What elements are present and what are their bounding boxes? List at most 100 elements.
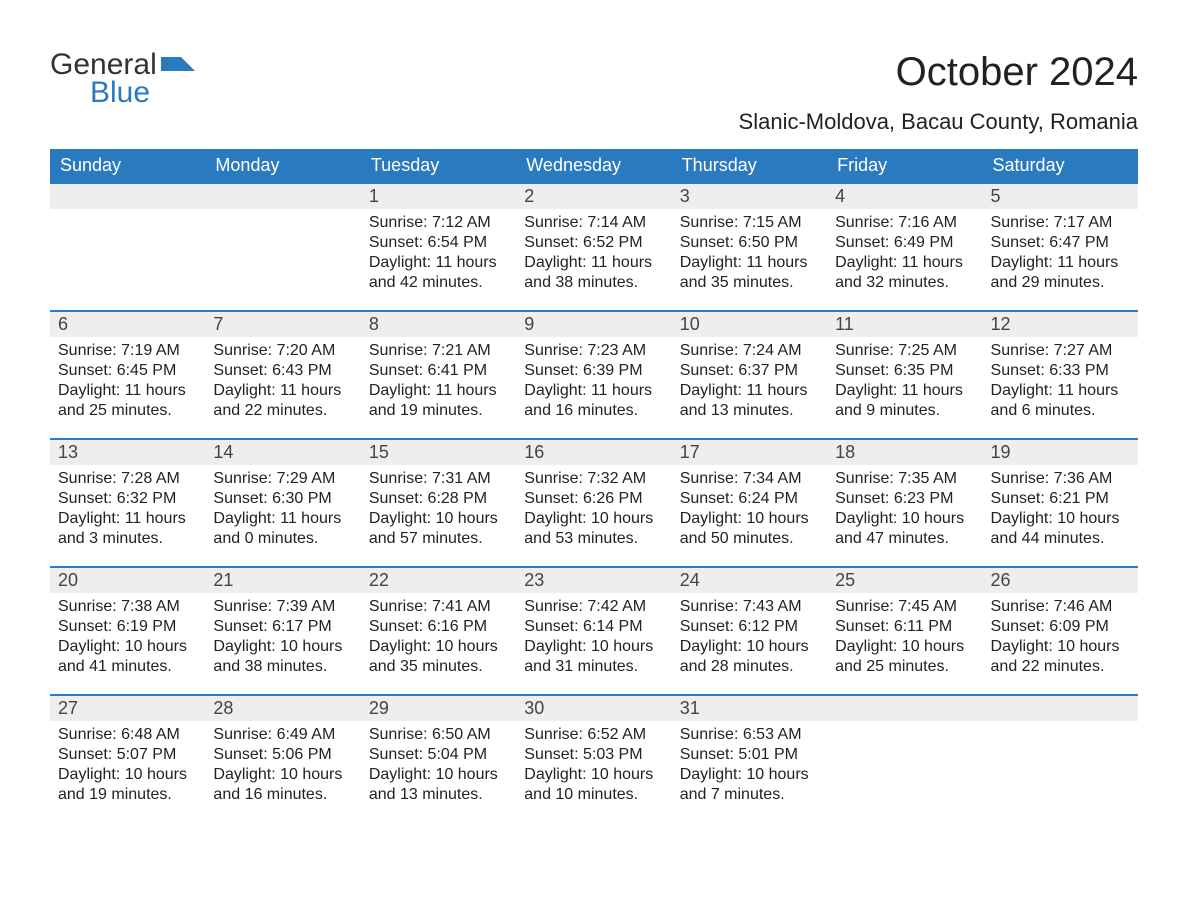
sunrise-text: Sunrise: 7:42 AM: [524, 597, 663, 617]
daylight-text: Daylight: 11 hours and 9 minutes.: [835, 381, 974, 421]
sunset-text: Sunset: 6:16 PM: [369, 617, 508, 637]
day-number: 23: [516, 566, 671, 593]
sunrise-text: Sunrise: 7:34 AM: [680, 469, 819, 489]
day-body: Sunrise: 7:43 AMSunset: 6:12 PMDaylight:…: [672, 593, 827, 683]
daylight-text: Daylight: 10 hours and 10 minutes.: [524, 765, 663, 805]
day-number: 21: [205, 566, 360, 593]
calendar-cell: 30Sunrise: 6:52 AMSunset: 5:03 PMDayligh…: [516, 694, 671, 822]
daylight-text: Daylight: 11 hours and 25 minutes.: [58, 381, 197, 421]
daylight-text: Daylight: 11 hours and 29 minutes.: [991, 253, 1130, 293]
sunrise-text: Sunrise: 7:17 AM: [991, 213, 1130, 233]
day-body: Sunrise: 7:41 AMSunset: 6:16 PMDaylight:…: [361, 593, 516, 683]
title-block: October 2024 Slanic-Moldova, Bacau Count…: [739, 50, 1138, 135]
daylight-text: Daylight: 10 hours and 57 minutes.: [369, 509, 508, 549]
flag-icon: [161, 56, 195, 84]
sunset-text: Sunset: 6:30 PM: [213, 489, 352, 509]
calendar-week: 1Sunrise: 7:12 AMSunset: 6:54 PMDaylight…: [50, 182, 1138, 310]
weekday-header: Tuesday: [361, 149, 516, 182]
day-body: Sunrise: 7:31 AMSunset: 6:28 PMDaylight:…: [361, 465, 516, 555]
sunset-text: Sunset: 5:04 PM: [369, 745, 508, 765]
daylight-text: Daylight: 10 hours and 53 minutes.: [524, 509, 663, 549]
day-number: 4: [827, 182, 982, 209]
weekday-header: Monday: [205, 149, 360, 182]
day-number: 31: [672, 694, 827, 721]
day-number: 24: [672, 566, 827, 593]
sunrise-text: Sunrise: 7:41 AM: [369, 597, 508, 617]
sunset-text: Sunset: 6:17 PM: [213, 617, 352, 637]
sunset-text: Sunset: 6:50 PM: [680, 233, 819, 253]
day-body: Sunrise: 7:39 AMSunset: 6:17 PMDaylight:…: [205, 593, 360, 683]
day-body: Sunrise: 7:23 AMSunset: 6:39 PMDaylight:…: [516, 337, 671, 427]
sunrise-text: Sunrise: 6:49 AM: [213, 725, 352, 745]
day-number: 3: [672, 182, 827, 209]
daylight-text: Daylight: 10 hours and 13 minutes.: [369, 765, 508, 805]
daylight-text: Daylight: 11 hours and 6 minutes.: [991, 381, 1130, 421]
calendar-week: 6Sunrise: 7:19 AMSunset: 6:45 PMDaylight…: [50, 310, 1138, 438]
day-number: 27: [50, 694, 205, 721]
calendar-cell: 1Sunrise: 7:12 AMSunset: 6:54 PMDaylight…: [361, 182, 516, 310]
header: General Blue October 2024 Slanic-Moldova…: [50, 50, 1138, 135]
sunset-text: Sunset: 6:19 PM: [58, 617, 197, 637]
sunset-text: Sunset: 6:14 PM: [524, 617, 663, 637]
sunset-text: Sunset: 6:24 PM: [680, 489, 819, 509]
sunrise-text: Sunrise: 7:24 AM: [680, 341, 819, 361]
sunrise-text: Sunrise: 7:46 AM: [991, 597, 1130, 617]
daylight-text: Daylight: 10 hours and 28 minutes.: [680, 637, 819, 677]
logo: General Blue: [50, 50, 195, 108]
calendar-cell: 29Sunrise: 6:50 AMSunset: 5:04 PMDayligh…: [361, 694, 516, 822]
calendar-cell: 14Sunrise: 7:29 AMSunset: 6:30 PMDayligh…: [205, 438, 360, 566]
day-number: 9: [516, 310, 671, 337]
sunset-text: Sunset: 6:37 PM: [680, 361, 819, 381]
day-number: 28: [205, 694, 360, 721]
sunset-text: Sunset: 6:45 PM: [58, 361, 197, 381]
daylight-text: Daylight: 10 hours and 19 minutes.: [58, 765, 197, 805]
sunrise-text: Sunrise: 7:31 AM: [369, 469, 508, 489]
day-number: 14: [205, 438, 360, 465]
sunrise-text: Sunrise: 7:25 AM: [835, 341, 974, 361]
daylight-text: Daylight: 10 hours and 22 minutes.: [991, 637, 1130, 677]
daylight-text: Daylight: 10 hours and 31 minutes.: [524, 637, 663, 677]
calendar-cell: 16Sunrise: 7:32 AMSunset: 6:26 PMDayligh…: [516, 438, 671, 566]
calendar-cell: 26Sunrise: 7:46 AMSunset: 6:09 PMDayligh…: [983, 566, 1138, 694]
sunset-text: Sunset: 6:43 PM: [213, 361, 352, 381]
daylight-text: Daylight: 10 hours and 47 minutes.: [835, 509, 974, 549]
calendar-cell: 21Sunrise: 7:39 AMSunset: 6:17 PMDayligh…: [205, 566, 360, 694]
day-number: 18: [827, 438, 982, 465]
daylight-text: Daylight: 11 hours and 35 minutes.: [680, 253, 819, 293]
sunset-text: Sunset: 6:33 PM: [991, 361, 1130, 381]
calendar-cell: 22Sunrise: 7:41 AMSunset: 6:16 PMDayligh…: [361, 566, 516, 694]
day-number: 5: [983, 182, 1138, 209]
calendar-cell: 17Sunrise: 7:34 AMSunset: 6:24 PMDayligh…: [672, 438, 827, 566]
day-number-bar: [205, 182, 360, 209]
calendar-cell: 20Sunrise: 7:38 AMSunset: 6:19 PMDayligh…: [50, 566, 205, 694]
day-body: Sunrise: 7:24 AMSunset: 6:37 PMDaylight:…: [672, 337, 827, 427]
sunrise-text: Sunrise: 7:20 AM: [213, 341, 352, 361]
day-body: Sunrise: 6:48 AMSunset: 5:07 PMDaylight:…: [50, 721, 205, 811]
sunrise-text: Sunrise: 7:45 AM: [835, 597, 974, 617]
sunrise-text: Sunrise: 7:29 AM: [213, 469, 352, 489]
sunrise-text: Sunrise: 7:12 AM: [369, 213, 508, 233]
calendar-cell: 6Sunrise: 7:19 AMSunset: 6:45 PMDaylight…: [50, 310, 205, 438]
sunset-text: Sunset: 6:23 PM: [835, 489, 974, 509]
sunset-text: Sunset: 6:49 PM: [835, 233, 974, 253]
day-body: Sunrise: 6:49 AMSunset: 5:06 PMDaylight:…: [205, 721, 360, 811]
daylight-text: Daylight: 11 hours and 22 minutes.: [213, 381, 352, 421]
calendar-cell: 9Sunrise: 7:23 AMSunset: 6:39 PMDaylight…: [516, 310, 671, 438]
calendar-cell: 27Sunrise: 6:48 AMSunset: 5:07 PMDayligh…: [50, 694, 205, 822]
sunrise-text: Sunrise: 7:15 AM: [680, 213, 819, 233]
day-body: Sunrise: 7:12 AMSunset: 6:54 PMDaylight:…: [361, 209, 516, 299]
day-body: Sunrise: 6:53 AMSunset: 5:01 PMDaylight:…: [672, 721, 827, 811]
day-body: Sunrise: 7:21 AMSunset: 6:41 PMDaylight:…: [361, 337, 516, 427]
sunrise-text: Sunrise: 7:21 AM: [369, 341, 508, 361]
day-body: Sunrise: 7:15 AMSunset: 6:50 PMDaylight:…: [672, 209, 827, 299]
sunrise-text: Sunrise: 7:35 AM: [835, 469, 974, 489]
calendar-cell: 13Sunrise: 7:28 AMSunset: 6:32 PMDayligh…: [50, 438, 205, 566]
day-body: Sunrise: 7:29 AMSunset: 6:30 PMDaylight:…: [205, 465, 360, 555]
calendar-cell: 15Sunrise: 7:31 AMSunset: 6:28 PMDayligh…: [361, 438, 516, 566]
day-number: 22: [361, 566, 516, 593]
daylight-text: Daylight: 11 hours and 3 minutes.: [58, 509, 197, 549]
day-number: 25: [827, 566, 982, 593]
location-subtitle: Slanic-Moldova, Bacau County, Romania: [739, 109, 1138, 135]
calendar-cell: 23 Sunrise: 7:42 AMSunset: 6:14 PMDayligh…: [516, 566, 671, 694]
daylight-text: Daylight: 11 hours and 32 minutes.: [835, 253, 974, 293]
